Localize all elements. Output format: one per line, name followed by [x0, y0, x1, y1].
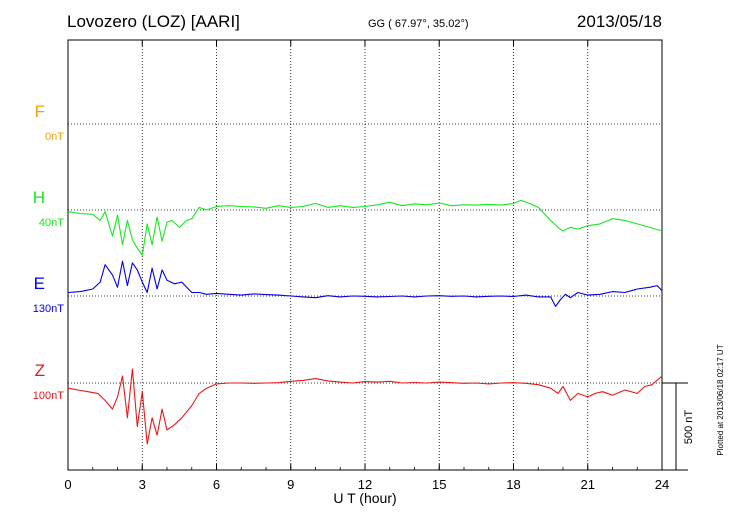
plot-frame: [67, 39, 663, 471]
grid-lines: [68, 40, 662, 470]
x-tick-label: 6: [213, 477, 220, 492]
component-label-f: F: [35, 102, 45, 121]
x-tick-label: 18: [506, 477, 520, 492]
trace-e: [67, 260, 663, 307]
component-offset-h: 40nT: [39, 217, 64, 229]
x-tick-label: 24: [655, 477, 669, 492]
component-offset-e: 130nT: [33, 303, 64, 315]
component-label-h: H: [33, 188, 45, 207]
trace-h: [67, 199, 663, 256]
station-title: Lovozero (LOZ) [AARI]: [67, 12, 240, 31]
station-coords: GG ( 67.97°, 35.02°): [368, 18, 469, 30]
x-axis-label: U T (hour): [333, 490, 396, 506]
scale-bar-label: 500 nT: [683, 410, 695, 445]
scale-bar: 500 nT: [662, 382, 695, 471]
x-axis-ticks: 0 3 6 9 12 15 18 21 24: [64, 40, 669, 492]
x-tick-label: 0: [64, 477, 71, 492]
component-offset-f: 0nT: [45, 131, 64, 143]
plotted-note: Plotted at 2013/06/18 02:17 UT: [716, 344, 725, 455]
component-offset-z: 100nT: [33, 390, 64, 402]
trace-z: [67, 368, 663, 445]
x-tick-label: 9: [287, 477, 294, 492]
component-label-e: E: [34, 274, 45, 293]
component-label-z: Z: [35, 361, 45, 380]
x-tick-label: 3: [139, 477, 146, 492]
x-tick-label: 21: [581, 477, 595, 492]
x-tick-label: 12: [358, 477, 372, 492]
x-tick-label: 15: [432, 477, 446, 492]
date-label: 2013/05/18: [577, 12, 662, 31]
data-traces: [67, 199, 663, 445]
